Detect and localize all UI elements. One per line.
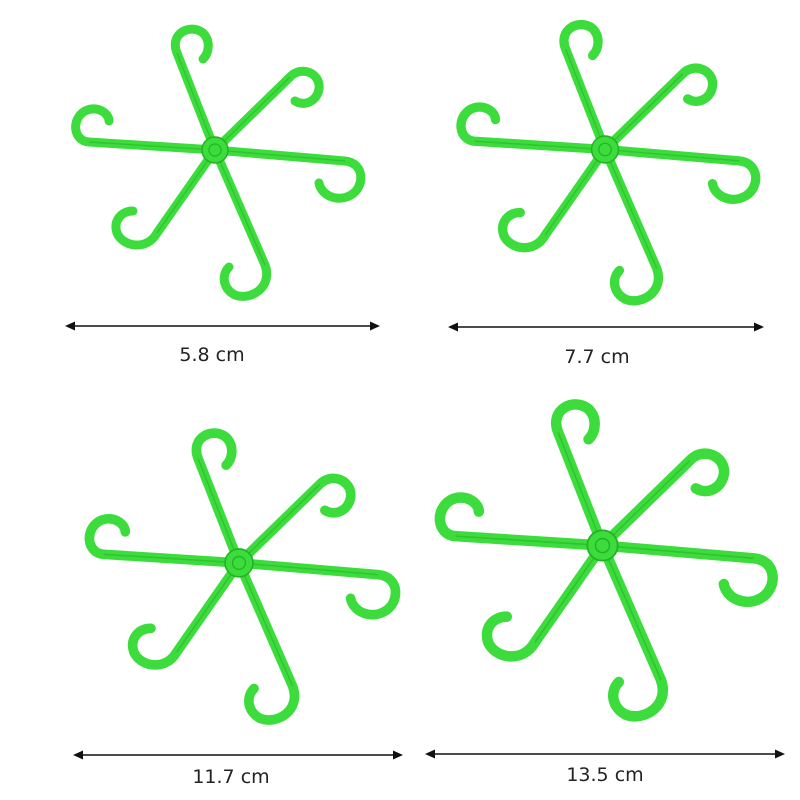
width-dimension-arrow (65, 321, 380, 331)
spiral-hanger-icon (425, 388, 780, 738)
width-dimension-arrow (425, 749, 785, 759)
spiral-hanger-icon (78, 418, 400, 740)
spiral-hanger-icon (450, 10, 760, 320)
width-dimension-arrow (73, 750, 403, 760)
spiral-hanger-icon (65, 15, 365, 315)
size-label: 5.8 cm (179, 344, 245, 366)
width-dimension-arrow (448, 322, 764, 332)
size-label: 7.7 cm (564, 346, 630, 368)
size-label: 13.5 cm (566, 764, 644, 786)
size-label: 11.7 cm (192, 766, 270, 788)
